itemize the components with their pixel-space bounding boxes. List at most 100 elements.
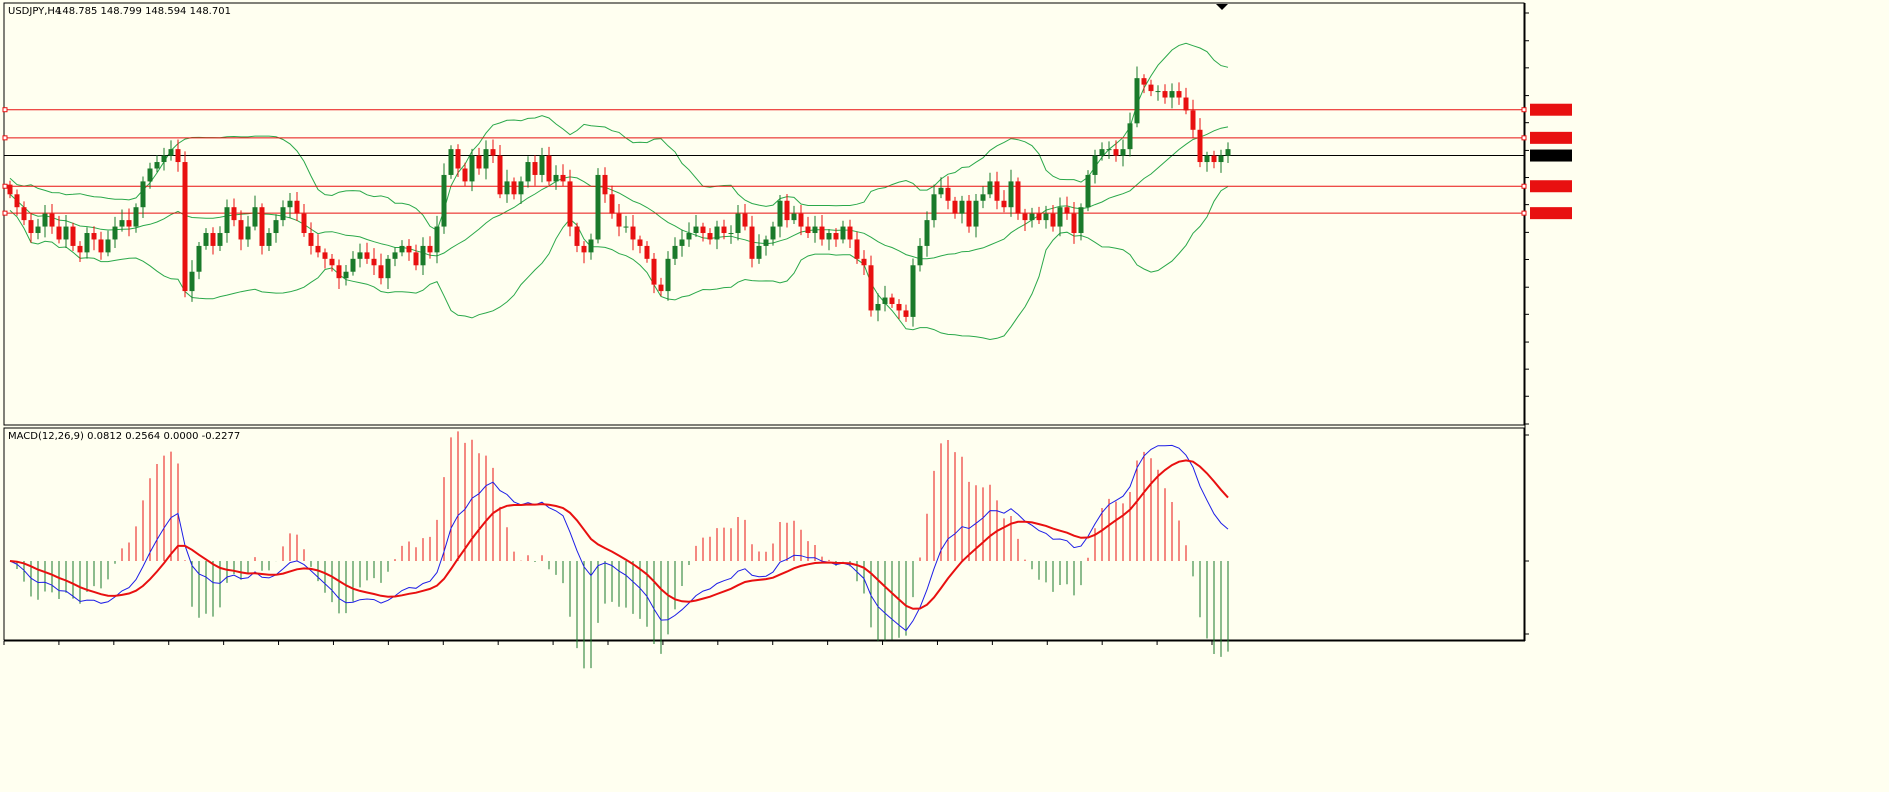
candle: [875, 303, 881, 311]
candle: [826, 233, 832, 240]
candle: [371, 258, 377, 266]
candle: [133, 207, 139, 227]
candle: [1120, 149, 1126, 156]
candle: [7, 184, 13, 195]
candle: [434, 226, 440, 253]
candle: [665, 258, 671, 292]
candle: [245, 226, 251, 240]
candle: [1176, 91, 1182, 98]
candle: [112, 226, 118, 240]
candle: [1106, 149, 1112, 151]
candle: [637, 239, 643, 246]
candle: [686, 233, 692, 240]
candle: [1008, 181, 1014, 208]
candle: [91, 233, 97, 240]
level-handle-icon: [2, 183, 8, 189]
candle: [749, 226, 755, 259]
candle: [1155, 91, 1161, 93]
level-price-tag: [1530, 131, 1572, 144]
candle: [385, 258, 391, 279]
level-handle-icon: [1521, 135, 1527, 141]
candle: [210, 233, 216, 246]
candle: [154, 162, 160, 169]
candle: [1218, 155, 1224, 163]
candle: [952, 200, 958, 214]
candle: [1197, 129, 1203, 163]
candle: [630, 226, 636, 240]
candle: [805, 226, 811, 234]
candle: [728, 233, 734, 235]
candle: [126, 220, 132, 227]
candle: [854, 239, 860, 259]
candle: [532, 162, 538, 175]
candle: [847, 226, 853, 240]
candle: [791, 213, 797, 221]
candle: [287, 200, 293, 208]
candle: [721, 226, 727, 234]
candle: [693, 226, 699, 234]
level-handle-icon: [2, 107, 8, 113]
candle: [931, 194, 937, 221]
candle: [1001, 200, 1007, 208]
candle: [273, 220, 279, 234]
candle: [231, 207, 237, 221]
candle: [357, 252, 363, 259]
candle: [350, 258, 356, 272]
candle: [602, 174, 608, 195]
candle: [98, 239, 104, 253]
candle: [70, 226, 76, 246]
candle: [616, 213, 622, 227]
candle: [581, 245, 587, 253]
candle: [56, 226, 62, 240]
candle: [483, 149, 489, 169]
candle: [889, 297, 895, 304]
candle: [252, 207, 258, 227]
candle: [427, 245, 433, 253]
macd-signal-line: [9, 459, 1229, 610]
candle: [147, 168, 153, 182]
candle: [588, 239, 594, 253]
candle: [938, 187, 944, 195]
candle: [819, 226, 825, 240]
candle: [1043, 213, 1049, 221]
candle: [504, 181, 510, 195]
candle: [1064, 207, 1070, 214]
candle: [973, 200, 979, 227]
candle: [763, 239, 769, 246]
candle: [651, 258, 657, 285]
candle: [301, 213, 307, 234]
candle: [476, 155, 482, 169]
candle: [959, 200, 965, 214]
candle: [910, 265, 916, 317]
candle: [714, 226, 720, 240]
level-price-tag: [1530, 207, 1572, 220]
candle: [882, 297, 888, 304]
candle: [595, 174, 601, 240]
candle: [1029, 213, 1035, 221]
candle: [945, 187, 951, 201]
candle: [119, 220, 125, 227]
candle: [539, 155, 545, 175]
ohlc-label: 148.785 148.799 148.594 148.701: [56, 6, 231, 17]
candle: [364, 252, 370, 259]
candle: [1099, 149, 1105, 156]
candle: [28, 220, 34, 234]
candle: [140, 181, 146, 208]
candle: [546, 155, 552, 182]
candle: [469, 155, 475, 182]
candle: [413, 252, 419, 266]
level-handle-icon: [2, 210, 8, 216]
candle: [238, 220, 244, 240]
candle: [1057, 207, 1063, 227]
candle: [1071, 213, 1077, 234]
candle: [707, 233, 713, 240]
level-handle-icon: [1521, 210, 1527, 216]
candle: [490, 149, 496, 156]
candle: [1022, 213, 1028, 221]
candle: [329, 258, 335, 266]
candle: [868, 265, 874, 311]
chart-shift-marker-icon[interactable]: [1216, 4, 1228, 10]
candle: [280, 207, 286, 221]
